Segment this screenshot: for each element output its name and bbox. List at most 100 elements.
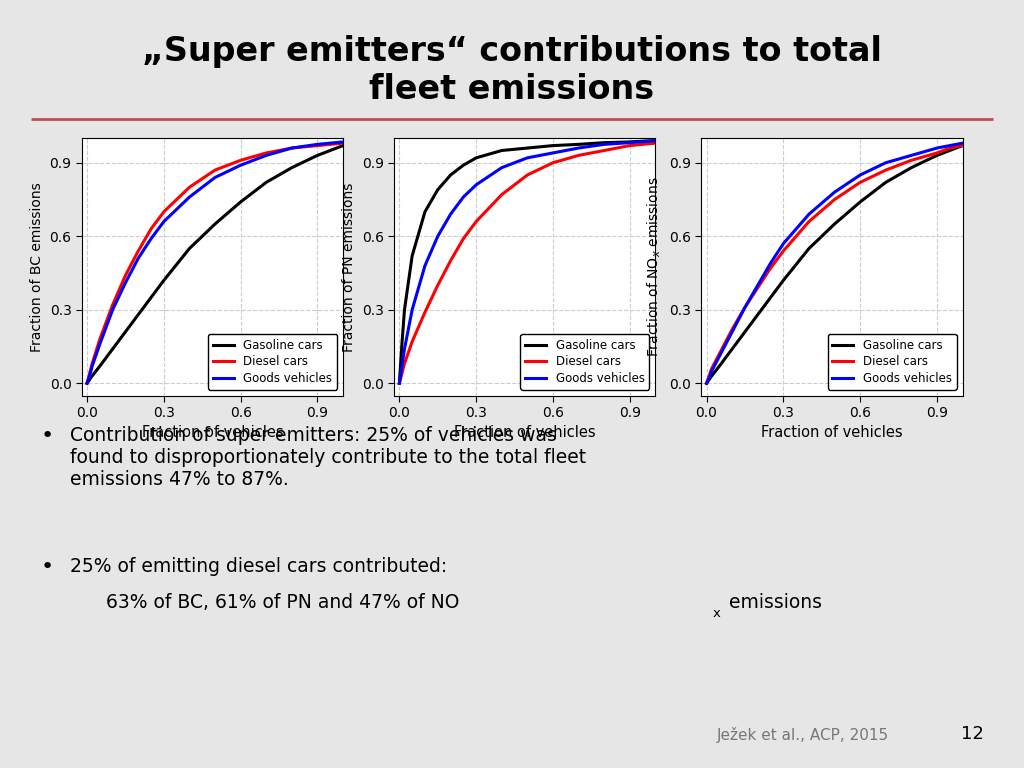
Goods vehicles [324, 138, 336, 147]
Goods vehicles [713, 352, 725, 361]
Gasoline cars [956, 141, 969, 151]
Diesel cars [395, 369, 408, 378]
Gasoline cars [286, 163, 298, 172]
Line: Goods vehicles: Goods vehicles [87, 142, 343, 383]
Goods vehicles [700, 379, 713, 388]
Diesel cars [158, 207, 170, 217]
Gasoline cars [572, 140, 585, 149]
Gasoline cars [803, 244, 815, 253]
Goods vehicles [470, 180, 482, 190]
Diesel cars [956, 141, 969, 151]
Gasoline cars [649, 136, 662, 145]
Gasoline cars [145, 293, 158, 302]
Gasoline cars [854, 197, 866, 207]
Gasoline cars [324, 146, 336, 155]
Gasoline cars [457, 161, 469, 170]
Legend: Gasoline cars, Diesel cars, Goods vehicles: Gasoline cars, Diesel cars, Goods vehicl… [208, 334, 337, 389]
Gasoline cars [700, 379, 713, 388]
Goods vehicles [406, 305, 419, 314]
Goods vehicles [398, 344, 411, 353]
Diesel cars [94, 335, 106, 344]
Diesel cars [234, 156, 247, 165]
Goods vehicles [145, 234, 158, 243]
Gasoline cars [521, 144, 534, 153]
Diesel cars [706, 364, 718, 373]
Diesel cars [649, 138, 662, 147]
Goods vehicles [286, 144, 298, 153]
Text: Ježek et al., ACP, 2015: Ježek et al., ACP, 2015 [717, 727, 889, 743]
Line: Gasoline cars: Gasoline cars [707, 146, 963, 383]
Goods vehicles [106, 305, 119, 314]
Gasoline cars [496, 146, 508, 155]
Diesel cars [752, 283, 764, 293]
Legend: Gasoline cars, Diesel cars, Goods vehicles: Gasoline cars, Diesel cars, Goods vehicl… [827, 334, 956, 389]
Goods vehicles [706, 366, 718, 376]
Diesel cars [457, 234, 469, 243]
Goods vehicles [803, 210, 815, 219]
Diesel cars [84, 369, 96, 378]
Goods vehicles [649, 136, 662, 145]
Text: Contribution of super emitters: 25% of vehicles was
found to disproportionately : Contribution of super emitters: 25% of v… [70, 426, 586, 489]
Gasoline cars [94, 362, 106, 371]
Gasoline cars [931, 151, 943, 160]
Gasoline cars [158, 276, 170, 285]
Goods vehicles [777, 239, 790, 248]
Goods vehicles [132, 253, 144, 263]
Goods vehicles [419, 261, 431, 270]
Line: Goods vehicles: Goods vehicles [707, 143, 963, 383]
Gasoline cars [752, 310, 764, 319]
Legend: Gasoline cars, Diesel cars, Goods vehicles: Gasoline cars, Diesel cars, Goods vehicl… [520, 334, 649, 389]
Y-axis label: Fraction of BC emissions: Fraction of BC emissions [30, 182, 44, 352]
Diesel cars [406, 337, 419, 346]
Goods vehicles [119, 278, 131, 287]
Goods vehicles [880, 158, 892, 167]
Goods vehicles [931, 144, 943, 153]
Goods vehicles [394, 371, 407, 380]
Goods vehicles [432, 232, 444, 241]
Goods vehicles [86, 362, 98, 371]
Gasoline cars [393, 379, 406, 388]
Gasoline cars [444, 170, 457, 180]
Diesel cars [854, 177, 866, 187]
Diesel cars [777, 247, 790, 256]
Goods vehicles [444, 210, 457, 219]
Text: •: • [41, 426, 54, 446]
Gasoline cars [706, 371, 718, 380]
Goods vehicles [905, 151, 918, 160]
Diesel cars [931, 148, 943, 157]
Diesel cars [702, 371, 715, 380]
Diesel cars [398, 359, 411, 369]
Diesel cars [944, 144, 956, 153]
Gasoline cars [905, 163, 918, 172]
Diesel cars [86, 359, 98, 369]
Gasoline cars [777, 276, 790, 285]
X-axis label: Fraction of vehicles: Fraction of vehicles [761, 425, 903, 441]
Gasoline cars [547, 141, 559, 151]
Goods vehicles [956, 138, 969, 147]
Diesel cars [598, 146, 610, 155]
Diesel cars [324, 140, 336, 149]
Diesel cars [572, 151, 585, 160]
Gasoline cars [406, 251, 419, 260]
Line: Diesel cars: Diesel cars [87, 143, 343, 383]
Goods vehicles [739, 303, 752, 312]
Diesel cars [547, 158, 559, 167]
Gasoline cars [739, 327, 752, 336]
Diesel cars [521, 170, 534, 180]
Goods vehicles [457, 193, 469, 202]
Goods vehicles [547, 148, 559, 157]
Gasoline cars [624, 137, 636, 147]
Goods vehicles [496, 163, 508, 172]
Line: Gasoline cars: Gasoline cars [87, 146, 343, 383]
Text: „Super emitters“ contributions to total
fleet emissions: „Super emitters“ contributions to total … [142, 35, 882, 106]
Diesel cars [496, 190, 508, 199]
Goods vehicles [337, 137, 349, 147]
Gasoline cars [119, 327, 131, 336]
Goods vehicles [726, 327, 738, 336]
Diesel cars [106, 300, 119, 310]
X-axis label: Fraction of vehicles: Fraction of vehicles [141, 425, 284, 441]
Y-axis label: Fraction of NO$_x$ emissions: Fraction of NO$_x$ emissions [646, 177, 664, 357]
Goods vehicles [260, 151, 272, 160]
Goods vehicles [521, 154, 534, 163]
Goods vehicles [234, 161, 247, 170]
